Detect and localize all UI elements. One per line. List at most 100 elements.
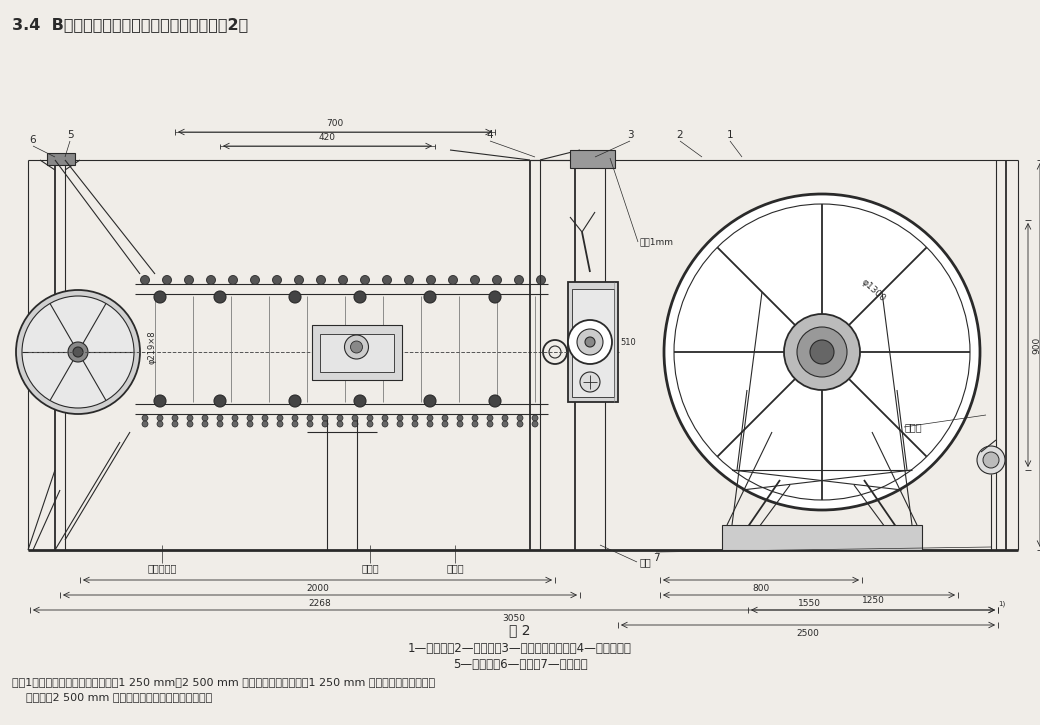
Text: 4: 4: [487, 130, 493, 140]
Circle shape: [229, 276, 237, 284]
Circle shape: [316, 276, 326, 284]
Circle shape: [202, 421, 208, 427]
Circle shape: [537, 276, 546, 284]
Circle shape: [307, 415, 313, 421]
Text: 2268: 2268: [309, 599, 332, 608]
Circle shape: [187, 421, 193, 427]
Circle shape: [73, 347, 83, 357]
Circle shape: [322, 421, 328, 427]
Circle shape: [184, 276, 193, 284]
Circle shape: [354, 395, 366, 407]
Circle shape: [487, 415, 493, 421]
Circle shape: [187, 415, 193, 421]
Text: φ219×8: φ219×8: [148, 330, 156, 364]
Circle shape: [344, 335, 368, 359]
Circle shape: [202, 415, 208, 421]
Circle shape: [472, 415, 478, 421]
Text: 900: 900: [1032, 336, 1040, 354]
Circle shape: [424, 291, 436, 303]
Circle shape: [383, 276, 391, 284]
Text: 1250: 1250: [861, 596, 884, 605]
Circle shape: [797, 327, 847, 377]
Circle shape: [157, 415, 163, 421]
Circle shape: [517, 415, 523, 421]
Circle shape: [172, 415, 178, 421]
Circle shape: [532, 421, 538, 427]
Circle shape: [350, 341, 363, 353]
Text: 3: 3: [627, 130, 633, 140]
Circle shape: [217, 415, 223, 421]
Text: 3050: 3050: [502, 614, 525, 623]
Circle shape: [983, 452, 999, 468]
Circle shape: [810, 340, 834, 364]
Text: 2500: 2500: [797, 629, 820, 638]
Circle shape: [157, 421, 163, 427]
Circle shape: [140, 276, 150, 284]
Text: 1550: 1550: [798, 599, 821, 608]
Circle shape: [977, 446, 1005, 474]
Circle shape: [502, 415, 508, 421]
Circle shape: [367, 415, 373, 421]
Circle shape: [580, 372, 600, 392]
Circle shape: [427, 415, 433, 421]
Bar: [572, 289, 614, 397]
Text: 1: 1: [727, 130, 733, 140]
Circle shape: [412, 421, 418, 427]
Circle shape: [424, 395, 436, 407]
Circle shape: [214, 291, 226, 303]
Circle shape: [294, 276, 304, 284]
Bar: [570, 150, 615, 168]
Circle shape: [367, 421, 373, 427]
Circle shape: [487, 421, 493, 427]
Circle shape: [337, 421, 343, 427]
Circle shape: [154, 395, 166, 407]
Text: 引航员软梯: 引航员软梯: [148, 563, 177, 573]
Text: 420: 420: [319, 133, 336, 142]
Text: 2000: 2000: [306, 584, 329, 593]
Circle shape: [172, 421, 178, 427]
Text: 扶手索: 扶手索: [446, 563, 464, 573]
Circle shape: [382, 421, 388, 427]
Bar: [722, 525, 922, 550]
Circle shape: [251, 276, 260, 284]
Circle shape: [142, 415, 148, 421]
Circle shape: [397, 415, 404, 421]
Circle shape: [292, 415, 298, 421]
Circle shape: [584, 337, 595, 347]
Text: 800: 800: [752, 584, 770, 593]
Circle shape: [784, 314, 860, 390]
Circle shape: [412, 415, 418, 421]
Bar: [47, 153, 75, 165]
Circle shape: [162, 276, 172, 284]
Circle shape: [354, 291, 366, 303]
Circle shape: [217, 421, 223, 427]
Text: 1): 1): [998, 600, 1006, 607]
Circle shape: [289, 291, 301, 303]
Circle shape: [470, 276, 479, 284]
Text: 标志处: 标志处: [905, 422, 922, 432]
Circle shape: [277, 421, 283, 427]
Circle shape: [405, 276, 414, 284]
Circle shape: [442, 415, 448, 421]
Text: 装尺寸，2 500 mm 为与平移式荥梯并用的安装尺寸。: 装尺寸，2 500 mm 为与平移式荥梯并用的安装尺寸。: [12, 692, 212, 702]
Circle shape: [272, 276, 282, 284]
Circle shape: [277, 415, 283, 421]
Circle shape: [214, 395, 226, 407]
Circle shape: [448, 276, 458, 284]
Circle shape: [577, 329, 603, 355]
Circle shape: [502, 421, 508, 427]
Circle shape: [338, 276, 347, 284]
Circle shape: [232, 415, 238, 421]
Circle shape: [142, 421, 148, 427]
Circle shape: [352, 415, 358, 421]
Circle shape: [568, 320, 612, 364]
Circle shape: [262, 415, 268, 421]
Circle shape: [307, 421, 313, 427]
Text: 安全索: 安全索: [361, 563, 379, 573]
Circle shape: [493, 276, 501, 284]
Circle shape: [426, 276, 436, 284]
Circle shape: [361, 276, 369, 284]
Circle shape: [382, 415, 388, 421]
Circle shape: [16, 290, 140, 414]
Text: 700: 700: [327, 119, 343, 128]
